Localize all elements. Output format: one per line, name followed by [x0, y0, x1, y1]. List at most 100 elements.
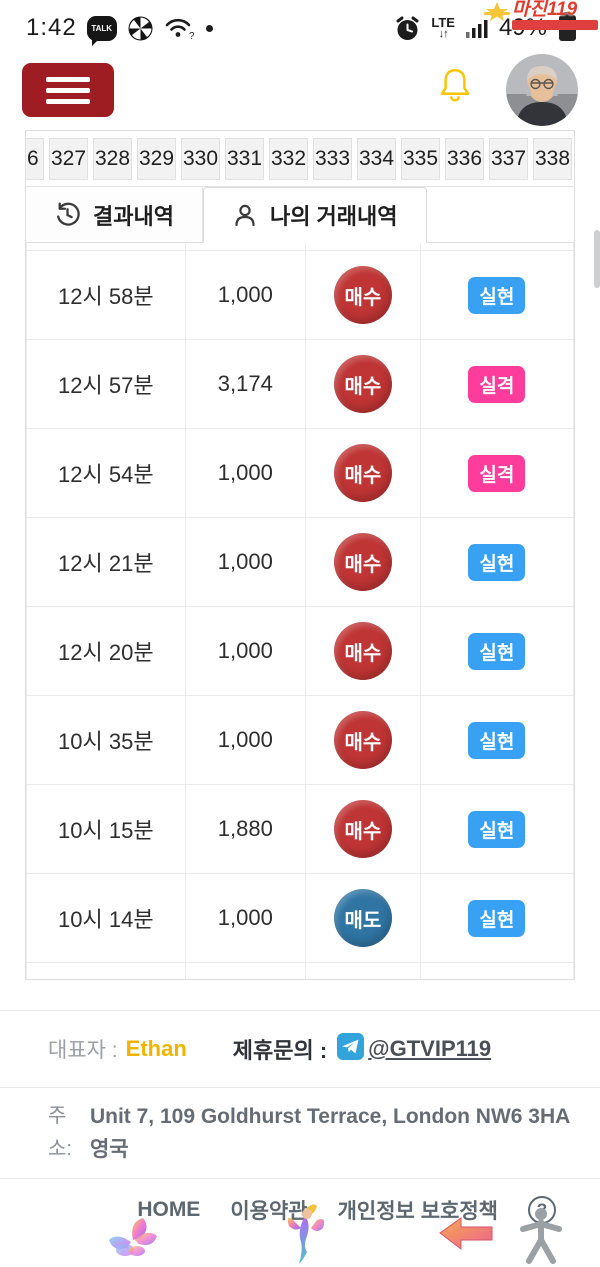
hamburger-menu-button[interactable]	[22, 63, 114, 117]
company-address: 주 소: Unit 7, 109 Goldhurst Terrace, Lond…	[0, 1088, 600, 1178]
network-indicator: LTE ↓↑	[431, 15, 455, 40]
round-pagination: 6 327 328 329 330 331 332 333 334 335 336 337 338	[26, 131, 574, 187]
round-page-button[interactable]: 331	[225, 138, 264, 180]
trade-amount: 3,174	[184, 339, 306, 429]
table-row: 12시 54분 1,000 매수 실격	[26, 428, 574, 518]
address-line2: 영국	[89, 1138, 129, 1161]
status-badge: 실격	[468, 454, 526, 492]
round-page-button[interactable]: 337	[489, 138, 528, 180]
alarm-icon	[396, 16, 419, 40]
buy-badge: 매수	[333, 711, 392, 769]
status-left: 1:42 TALK ?	[26, 14, 213, 46]
watermark-title: 마진119	[512, 0, 578, 20]
trade-amount: 1,000	[184, 517, 306, 607]
tab-results-label: 결과내역	[93, 203, 174, 229]
table-row: 10시 14분 1,000 매도 실현	[26, 873, 574, 963]
round-page-button[interactable]: 327	[49, 138, 88, 180]
trade-time: 10시 35분	[26, 695, 186, 785]
round-page-button[interactable]: 332	[269, 138, 308, 180]
ceo-label: 대표자 :	[48, 1039, 118, 1062]
tab-my-trades-label: 나의 거래내역	[269, 204, 398, 229]
table-row: 10시 35분 1,000 매수 실현	[26, 695, 574, 785]
table-row: 12시 20분 1,000 매수 실현	[26, 606, 574, 696]
nav-home[interactable]: HOME	[137, 1198, 201, 1221]
signal-bars-icon	[465, 20, 488, 38]
trade-amount: 1,000	[184, 606, 306, 696]
nav-privacy[interactable]: 개인정보 보호정책	[337, 1200, 498, 1223]
notification-bell-icon[interactable]	[434, 65, 476, 116]
accessibility-icon[interactable]	[518, 1206, 564, 1267]
round-page-button[interactable]: 335	[401, 138, 440, 180]
content-card: 6 327 328 329 330 331 332 333 334 335 336 337 338 결과…	[25, 130, 575, 980]
eagle-emblem-icon	[483, 2, 511, 21]
address-value: Unit 7, 109 Goldhurst Terrace, London NW…	[90, 1100, 570, 1166]
footer-meta: 대표자 : Ethan 제휴문의 : @GTVIP119	[0, 1011, 600, 1087]
history-icon	[57, 202, 80, 226]
watermark-strip	[512, 20, 598, 30]
status-badge: 실현	[468, 721, 526, 759]
brand-watermark: 마진119	[482, 0, 600, 30]
table-row-clipped	[26, 962, 574, 979]
round-page-button[interactable]: 334	[357, 138, 396, 180]
floating-icons-row	[0, 1200, 600, 1267]
bottom-nav: HOME 이용약관 개인정보 보호정책 ?	[0, 1179, 600, 1239]
trade-time: 12시 20분	[26, 606, 186, 696]
trades-table-viewport[interactable]: 12시 58분 1,000 매수 실현 12시 57분 3,174 매수 실격 12시 54분 1…	[26, 243, 574, 979]
trade-amount: 1,000	[184, 428, 306, 518]
trade-amount: 1,000	[184, 873, 306, 963]
wifi-icon: ?	[165, 18, 195, 41]
trade-time: 12시 21분	[26, 517, 186, 607]
trades-table: 12시 58분 1,000 매수 실현 12시 57분 3,174 매수 실격 12시 54분 1…	[26, 243, 574, 979]
round-page-button[interactable]: 330	[181, 138, 220, 180]
buy-badge: 매수	[333, 355, 392, 413]
person-icon	[235, 204, 255, 226]
buy-badge: 매수	[333, 622, 392, 680]
nav-terms[interactable]: 이용약관	[230, 1200, 308, 1223]
buy-badge: 매수	[333, 444, 392, 502]
notification-dot-icon	[205, 24, 213, 32]
round-page-button[interactable]: 333	[313, 138, 352, 180]
svg-text:?: ?	[189, 31, 195, 41]
round-page-button[interactable]: 6	[26, 138, 44, 180]
table-row: 10시 15분 1,880 매수 실현	[26, 784, 574, 874]
clock-time: 1:42	[26, 14, 77, 41]
trade-amount: 1,000	[184, 250, 306, 340]
status-badge: 실현	[468, 810, 526, 848]
address-label: 주 소:	[48, 1105, 72, 1160]
back-arrow-icon[interactable]	[438, 1216, 494, 1257]
divider	[0, 1087, 600, 1088]
trade-time: 12시 58분	[26, 250, 186, 340]
status-badge: 실현	[468, 632, 526, 670]
flower-icon[interactable]	[103, 1214, 161, 1263]
trade-time: 10시 14분	[26, 873, 186, 963]
kakaotalk-icon: TALK	[86, 15, 117, 46]
tab-my-trades[interactable]: 나의 거래내역	[202, 187, 427, 243]
trade-time: 10시 15분	[26, 784, 186, 874]
round-page-button[interactable]: 336	[445, 138, 484, 180]
telegram-handle-link[interactable]: @GTVIP119	[368, 1036, 492, 1061]
buy-badge: 매수	[333, 800, 392, 858]
round-page-button[interactable]: 328	[93, 138, 132, 180]
status-badge: 실격	[468, 365, 526, 403]
tab-results[interactable]: 결과내역	[26, 187, 203, 242]
round-page-button[interactable]: 329	[137, 138, 176, 180]
tabs: 결과내역 나의 거래내역	[26, 187, 574, 243]
trade-time: 12시 54분	[26, 428, 186, 518]
avatar[interactable]	[506, 54, 578, 126]
partner-inquiry-label: 제휴문의 :	[232, 1038, 328, 1063]
address-line1: Unit 7, 109 Goldhurst Terrace, London NW…	[89, 1105, 571, 1128]
divider	[0, 1178, 600, 1179]
trade-amount: 1,000	[184, 695, 306, 785]
scrollbar-thumb[interactable]	[594, 230, 600, 288]
pinwheel-icon	[128, 16, 153, 40]
trade-time: 12시 57분	[26, 339, 186, 429]
table-row: 12시 57분 3,174 매수 실격	[26, 339, 574, 429]
buy-badge: 매수	[333, 266, 392, 324]
round-page-button[interactable]: 338	[533, 138, 572, 180]
status-badge: 실현	[468, 276, 526, 314]
telegram-icon	[337, 1033, 365, 1065]
table-row: 12시 58분 1,000 매수 실현	[26, 250, 574, 340]
fairy-icon[interactable]	[283, 1202, 327, 1267]
divider	[0, 1010, 600, 1011]
app-header	[0, 50, 600, 130]
